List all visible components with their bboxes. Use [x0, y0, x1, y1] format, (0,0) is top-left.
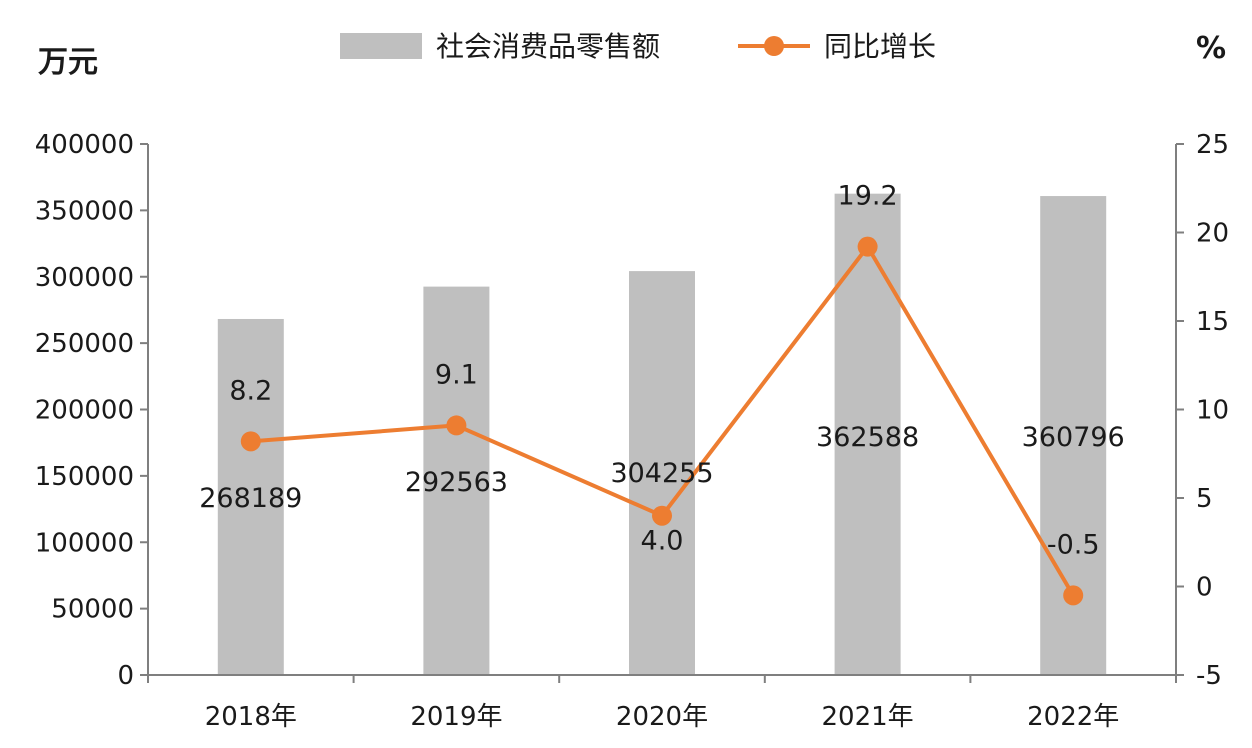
left-tick-label: 100000 — [35, 528, 134, 558]
growth-value-label: 9.1 — [435, 359, 478, 390]
legend-marker-yoy-growth — [764, 36, 784, 56]
growth-value-label: 4.0 — [641, 526, 684, 557]
bar-value-label: 360796 — [1022, 422, 1125, 453]
left-tick-label: 250000 — [35, 329, 134, 359]
right-axis-unit: % — [1196, 31, 1226, 66]
bar-value-label: 268189 — [199, 483, 302, 514]
left-tick-label: 50000 — [51, 595, 134, 625]
right-tick-label: 0 — [1196, 573, 1213, 603]
growth-point-2020年 — [652, 505, 672, 526]
right-tick-label: 10 — [1196, 396, 1229, 426]
bar-2019年 — [423, 286, 490, 675]
legend-label-yoy-growth: 同比增长 — [824, 30, 936, 63]
right-tick-label: 25 — [1196, 130, 1229, 160]
growth-value-label: 19.2 — [838, 181, 898, 212]
right-tick-label: 20 — [1196, 219, 1229, 249]
left-tick-label: 350000 — [35, 196, 134, 226]
bar-value-label: 292563 — [405, 467, 508, 498]
growth-point-2021年 — [857, 236, 878, 257]
line-series — [240, 236, 1084, 606]
legend: 社会消费品零售额 同比增长 — [340, 30, 936, 63]
bar-value-label: 304255 — [610, 458, 713, 489]
growth-value-label: 8.2 — [229, 375, 272, 406]
x-tick-label: 2020年 — [616, 702, 708, 732]
x-tick-label: 2019年 — [410, 702, 502, 732]
axes: 0 50000 100000 150000 200000 250000 300000 3500… — [35, 130, 1229, 732]
left-tick-label: 200000 — [35, 396, 134, 426]
bar-value-label: 362588 — [816, 422, 919, 453]
right-tick-label: -5 — [1196, 661, 1222, 691]
data-labels: 268189 292563 304255 362588 360796 8.2 9.1 4.0 1… — [199, 181, 1124, 561]
x-tick-label: 2018年 — [205, 702, 297, 732]
left-tick-label: 400000 — [35, 130, 134, 160]
growth-point-2018年 — [240, 431, 261, 452]
x-tick-label: 2022年 — [1027, 702, 1119, 732]
legend-label-retail-sales: 社会消费品零售额 — [436, 30, 660, 63]
growth-point-2022年 — [1063, 585, 1084, 606]
legend-swatch-retail-sales — [340, 33, 422, 59]
growth-value-label: -0.5 — [1047, 529, 1100, 560]
bar-2018年 — [217, 318, 284, 675]
left-axis-unit: 万元 — [38, 45, 98, 80]
right-tick-label: 5 — [1196, 484, 1213, 514]
left-tick-label: 0 — [117, 661, 134, 691]
x-tick-label: 2021年 — [822, 702, 914, 732]
bar-2020年 — [629, 271, 695, 675]
left-tick-label: 300000 — [35, 263, 134, 293]
left-tick-label: 150000 — [35, 462, 134, 492]
right-tick-label: 15 — [1196, 307, 1229, 337]
growth-point-2019年 — [446, 415, 467, 436]
